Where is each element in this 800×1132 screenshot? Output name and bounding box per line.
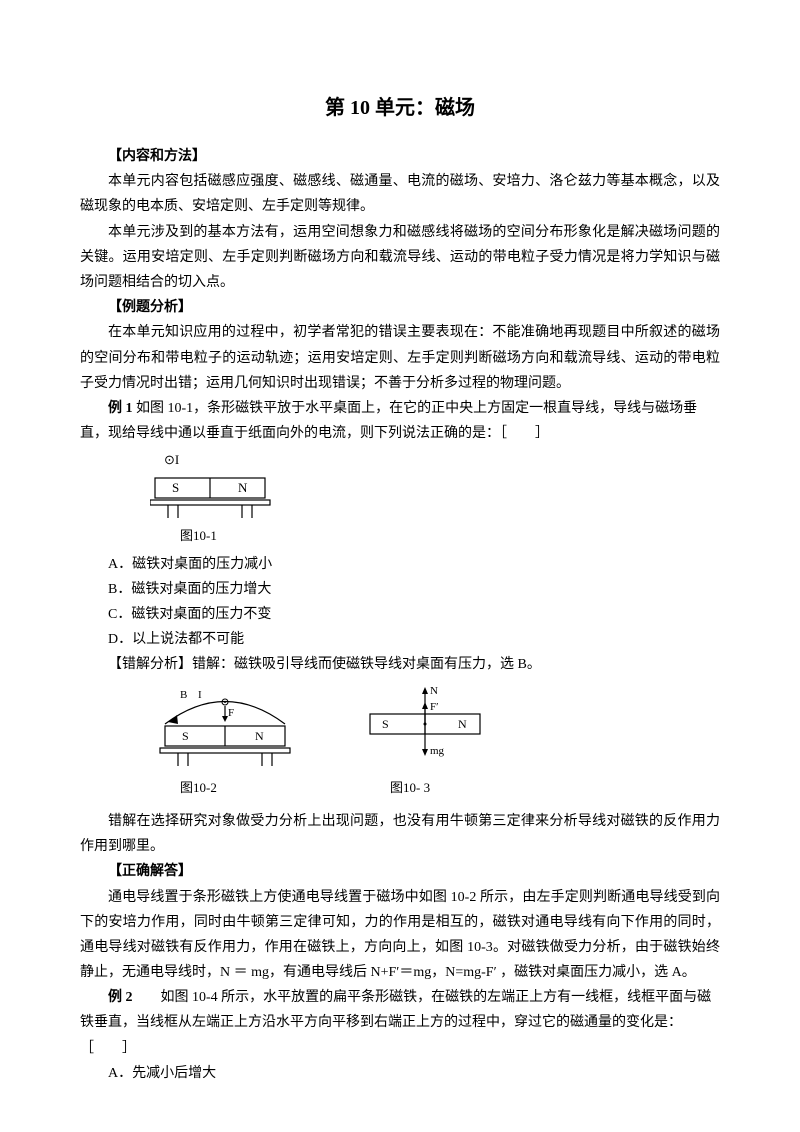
- paragraph-4: 错解在选择研究对象做受力分析上出现问题，也没有用牛顿第三定律来分析导线对磁铁的反…: [80, 809, 720, 859]
- heading-example-analysis: 【例题分析】: [80, 295, 720, 320]
- option-b: B．磁铁对桌面的压力增大: [80, 577, 720, 602]
- option-e2-a: A．先减小后增大: [80, 1061, 720, 1086]
- example-1-text: 如图 10-1，条形磁铁平放于水平桌面上，在它的正中央上方固定一根直导线，导线与…: [80, 401, 697, 441]
- figure-10-3: N F′ S N mg 图10- 3: [360, 684, 510, 799]
- svg-text:mg: mg: [430, 745, 445, 757]
- figure-10-1: ⊙I S N 图10-1: [150, 452, 720, 547]
- option-c: C．磁铁对桌面的压力不变: [80, 602, 720, 627]
- paragraph-2: 本单元涉及到的基本方法有，运用空间想象力和磁感线将磁场的空间分布形象化是解决磁场…: [80, 220, 720, 296]
- example-2-heading: 例 2 如图 10-4 所示，水平放置的扁平条形磁铁，在磁铁的左端正上方有一线框…: [80, 985, 720, 1061]
- figure-10-2: B I F S N 图10-2: [150, 684, 300, 799]
- example-2-bracket: ［ ］: [80, 1041, 136, 1056]
- option-d: D．以上说法都不可能: [80, 627, 720, 652]
- example-1-label: 例 1: [108, 401, 133, 416]
- paragraph-5: 通电导线置于条形磁铁上方使通电导线置于磁场中如图 10-2 所示，由左手定则判断…: [80, 885, 720, 986]
- figure-10-2-caption: 图10-2: [180, 776, 217, 799]
- svg-text:N: N: [238, 480, 248, 495]
- svg-text:F: F: [228, 707, 234, 719]
- svg-text:I: I: [198, 689, 202, 701]
- svg-text:S: S: [382, 717, 389, 731]
- svg-text:N: N: [458, 717, 467, 731]
- svg-text:N: N: [430, 685, 438, 697]
- figure-10-3-caption: 图10- 3: [390, 776, 430, 799]
- svg-text:S: S: [172, 480, 179, 495]
- paragraph-3: 在本单元知识应用的过程中，初学者常犯的错误主要表现在：不能准确地再现题目中所叙述…: [80, 320, 720, 396]
- svg-text:B: B: [180, 689, 187, 701]
- example-2-text: 如图 10-4 所示，水平放置的扁平条形磁铁，在磁铁的左端正上方有一线框，线框平…: [80, 990, 711, 1030]
- heading-content-method: 【内容和方法】: [80, 144, 720, 169]
- current-symbol: ⊙I: [164, 452, 179, 467]
- paragraph-1: 本单元内容包括磁感应强度、磁感线、磁通量、电流的磁场、安培力、洛仑兹力等基本概念…: [80, 169, 720, 219]
- heading-correct-answer: 【正确解答】: [80, 859, 720, 884]
- figure-10-1-caption: 图10-1: [180, 524, 720, 547]
- page-title: 第 10 单元：磁场: [80, 90, 720, 126]
- option-a: A．磁铁对桌面的压力减小: [80, 552, 720, 577]
- wrong-analysis: 【错解分析】错解：磁铁吸引导线而使磁铁导线对桌面有压力，选 B。: [80, 652, 720, 677]
- figure-row-2-3: B I F S N 图10-2 N F′: [150, 684, 720, 799]
- example-1-heading: 例 1 如图 10-1，条形磁铁平放于水平桌面上，在它的正中央上方固定一根直导线…: [80, 396, 720, 446]
- svg-text:S: S: [182, 729, 189, 743]
- svg-text:F′: F′: [430, 701, 439, 713]
- example-1-bracket: ［ ］: [500, 426, 549, 441]
- svg-text:N: N: [255, 729, 264, 743]
- example-2-label: 例 2: [108, 990, 133, 1005]
